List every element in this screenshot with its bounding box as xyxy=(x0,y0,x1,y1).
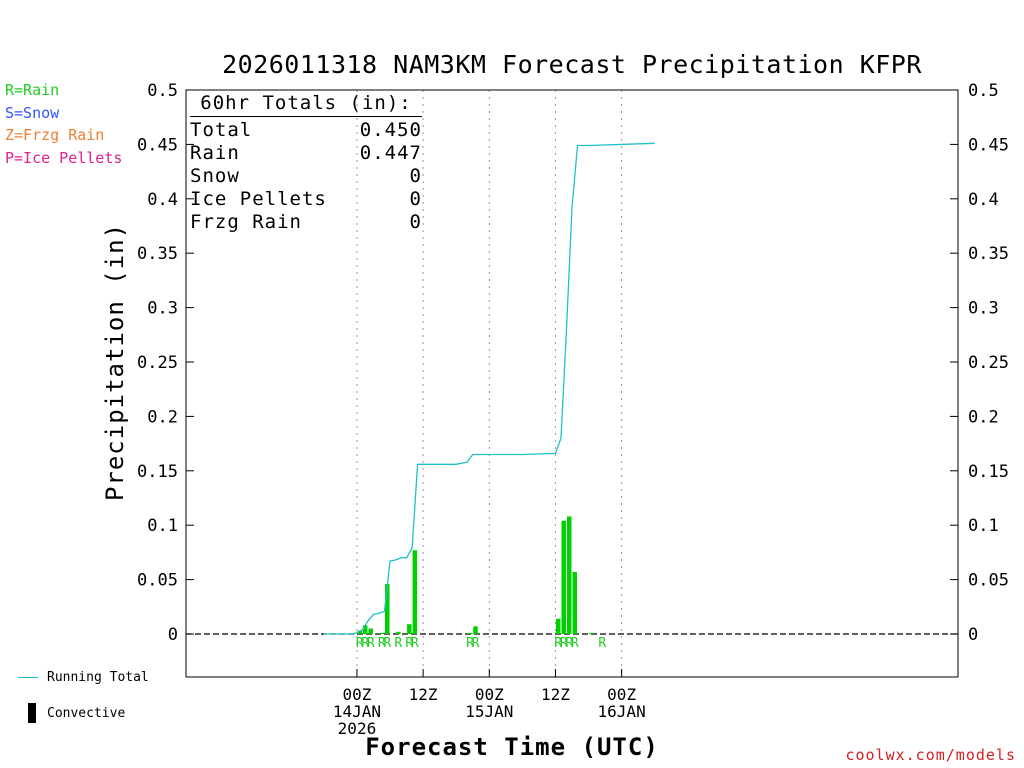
precip-type-marker: R xyxy=(367,636,375,651)
legend-convective-swatch xyxy=(28,703,36,723)
y-tick-label-right: 0.25 xyxy=(968,353,1009,373)
precip-bar xyxy=(589,632,594,634)
y-tick-label: 0.4 xyxy=(147,190,178,210)
totals-label: Snow xyxy=(190,165,240,187)
x-tick-label: 2026 xyxy=(338,719,377,738)
x-tick-label: 12Z xyxy=(541,685,570,704)
y-tick-label-right: 0.5 xyxy=(968,81,999,101)
plot-frame xyxy=(185,89,959,678)
precip-type-marker: R xyxy=(405,636,413,651)
precip-bar xyxy=(561,520,566,634)
totals-value: 0 xyxy=(409,188,422,210)
totals-value: 0 xyxy=(409,211,422,233)
totals-header: 60hr Totals (in): xyxy=(190,92,422,117)
x-tick-label: 14JAN xyxy=(333,702,381,721)
legend-running-total-swatch xyxy=(18,677,38,678)
precip-type-marker: R xyxy=(554,636,562,651)
x-tick-label: 16JAN xyxy=(598,702,646,721)
chart-title: 2026011318 NAM3KM Forecast Precipitation… xyxy=(222,50,922,79)
precip-type-marker: R xyxy=(356,636,364,651)
totals-box: 60hr Totals (in): Total 0.450 Rain 0.447… xyxy=(190,92,422,234)
totals-row-snow: Snow 0 xyxy=(190,165,422,188)
totals-value: 0 xyxy=(409,165,422,187)
totals-label: Rain xyxy=(190,142,240,164)
precip-bar xyxy=(385,583,390,634)
y-tick-label-right: 0.35 xyxy=(968,244,1009,264)
totals-label: Ice Pellets xyxy=(190,188,327,210)
totals-label: Total xyxy=(190,119,253,141)
totals-row-ice-pellets: Ice Pellets 0 xyxy=(190,188,422,211)
legend-running-total-label: Running Total xyxy=(47,670,149,685)
precip-type-marker: R xyxy=(466,636,474,651)
totals-row-total: Total 0.450 xyxy=(190,119,422,142)
legend-convective-label: Convective xyxy=(47,706,126,721)
x-tick-label: 00Z xyxy=(342,685,371,704)
precip-type-marker: R xyxy=(571,636,579,651)
y-tick-label-right: 0.2 xyxy=(968,407,999,427)
x-tick-label: 00Z xyxy=(607,685,636,704)
precip-type-marker: R xyxy=(383,636,391,651)
y-tick-label-right: 0.05 xyxy=(968,571,1009,591)
source-credit: coolwx.com/models xyxy=(845,746,1016,764)
precip-type-marker: R xyxy=(565,636,573,651)
y-tick-label: 0.45 xyxy=(137,135,178,155)
totals-value: 0.450 xyxy=(359,119,422,141)
precip-bar xyxy=(555,618,561,634)
y-tick-label: 0.5 xyxy=(147,81,178,101)
y-tick-label-right: 0.15 xyxy=(968,462,1009,482)
totals-value: 0.447 xyxy=(359,142,422,164)
y-tick-label-right: 0.45 xyxy=(968,135,1009,155)
precip-bar xyxy=(379,632,385,634)
y-tick-label-right: 0.1 xyxy=(968,516,999,536)
precip-type-marker: R xyxy=(472,636,480,651)
y-tick-label-right: 0.3 xyxy=(968,299,999,319)
precip-bar xyxy=(572,571,578,634)
precip-bar xyxy=(473,626,478,634)
precip-bar xyxy=(566,516,572,634)
precip-bar xyxy=(467,632,473,634)
y-tick-label: 0.3 xyxy=(147,299,178,319)
key-snow: S=Snow xyxy=(5,104,60,122)
totals-label: Frzg Rain xyxy=(190,211,302,233)
running-total-line xyxy=(323,142,655,635)
x-tick-label: 12Z xyxy=(409,685,438,704)
y-tick-label: 0.25 xyxy=(137,353,178,373)
y-tick-label-right: 0.4 xyxy=(968,190,999,210)
precip-type-marker: R xyxy=(394,636,402,651)
precip-bar xyxy=(368,628,373,634)
precip-type-marker: R xyxy=(411,636,419,651)
key-rain: R=Rain xyxy=(5,81,60,99)
precip-type-marker: R xyxy=(598,636,606,651)
y-tick-label: 0.35 xyxy=(137,244,178,264)
totals-row-rain: Rain 0.447 xyxy=(190,142,422,165)
y-tick-label-right: 0 xyxy=(968,625,978,645)
key-ice-pellets: P=Ice Pellets xyxy=(5,149,123,167)
x-tick-label: 15JAN xyxy=(465,702,513,721)
y-tick-label: 0.15 xyxy=(137,462,178,482)
precip-type-marker: R xyxy=(560,636,568,651)
y-tick-label: 0.2 xyxy=(147,407,178,427)
precip-bar xyxy=(357,630,362,634)
y-axis-label: Precipitation (in) xyxy=(101,222,129,502)
y-tick-label: 0.05 xyxy=(137,571,178,591)
precip-type-marker: R xyxy=(378,636,386,651)
totals-row-freezing-rain: Frzg Rain 0 xyxy=(190,211,422,234)
precip-bar xyxy=(407,624,412,634)
precip-bar xyxy=(412,550,418,634)
y-tick-label: 0.1 xyxy=(147,516,178,536)
x-tick-label: 00Z xyxy=(475,685,504,704)
x-axis-label-text: Forecast Time (UTC) xyxy=(365,733,659,761)
precip-bar xyxy=(396,631,401,634)
y-tick-label: 0 xyxy=(168,625,178,645)
precip-type-marker: R xyxy=(361,636,369,651)
precip-bar xyxy=(362,625,368,634)
key-freezing-rain: Z=Frzg Rain xyxy=(5,126,105,144)
